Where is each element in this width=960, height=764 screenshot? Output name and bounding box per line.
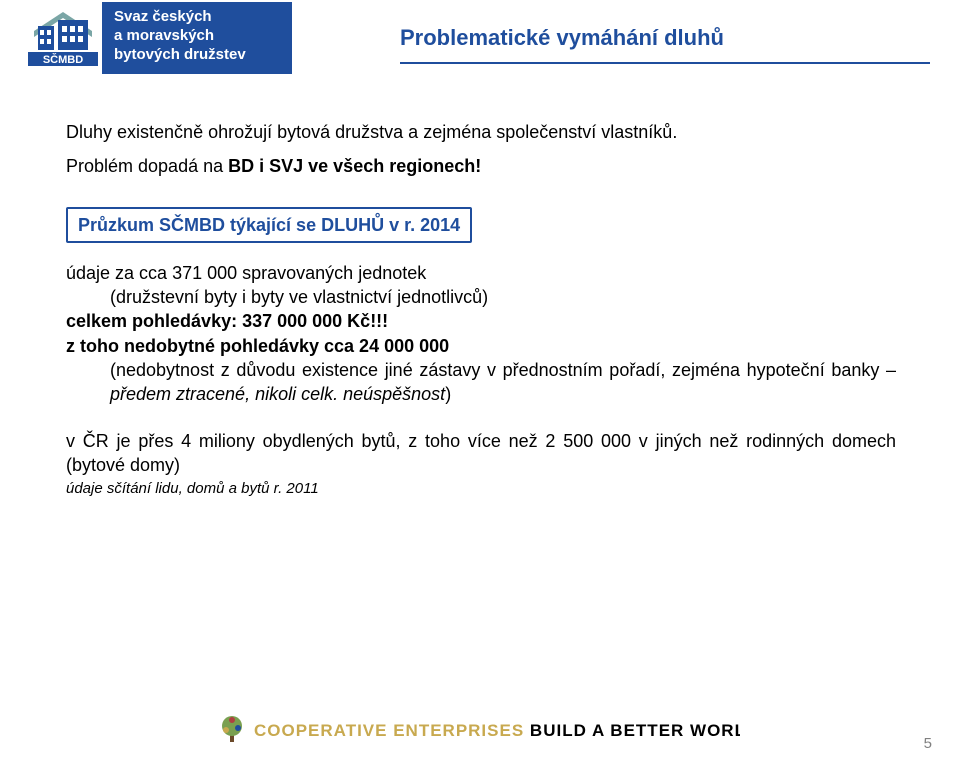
nedobyt-line: z toho nedobytné pohledávky cca 24 000 0… — [66, 334, 896, 358]
logo-text: SČMBD — [43, 53, 83, 66]
slide-content: Dluhy existenčně ohrožují bytová družstv… — [66, 120, 896, 500]
nedobyt-detail-c: ) — [445, 384, 451, 404]
slide-title: Problematické vymáhání dluhů — [400, 25, 724, 51]
org-name-box: Svaz českých a moravských bytových družs… — [102, 2, 292, 74]
coop-tree-icon — [222, 716, 242, 742]
survey-box: Průzkum SČMBD týkající se DLUHŮ v r. 201… — [66, 207, 472, 243]
scmbd-logo: SČMBD — [28, 6, 98, 66]
coop-text-b: BUILD A BETTER WORLD — [524, 721, 740, 740]
slide-header: SČMBD Svaz českých a moravských bytových… — [0, 0, 960, 90]
para2-pre: Problém dopadá na — [66, 156, 228, 176]
org-line2: a moravských — [114, 27, 282, 46]
paragraph-intro: Dluhy existenčně ohrožují bytová družstv… — [66, 120, 896, 144]
title-underline — [400, 62, 930, 64]
para2-bold: BD i SVJ ve všech regionech! — [228, 156, 481, 176]
paragraph-problem: Problém dopadá na BD i SVJ ve všech regi… — [66, 154, 896, 178]
org-line3: bytových družstev — [114, 46, 282, 65]
units-line2: (družstevní byty i byty ve vlastnictví j… — [66, 285, 896, 309]
nedobyt-detail-a: (nedobytnost z důvodu existence jiné zás… — [110, 360, 896, 380]
nedobyt-detail: (nedobytnost z důvodu existence jiné zás… — [66, 358, 896, 407]
org-line1: Svaz českých — [114, 8, 282, 27]
page-number: 5 — [924, 735, 932, 752]
svg-text:COOPERATIVE ENTERPRISES BUILD: COOPERATIVE ENTERPRISES BUILD A BETTER W… — [254, 721, 740, 740]
units-block: údaje za cca 371 000 spravovaných jednot… — [66, 261, 896, 407]
units-line1: údaje za cca 371 000 spravovaných jednot… — [66, 261, 896, 285]
celkem-line: celkem pohledávky: 337 000 000 Kč!!! — [66, 309, 896, 333]
cr-block: v ČR je přes 4 miliony obydlených bytů, … — [66, 429, 896, 478]
coop-text-a: COOPERATIVE ENTERPRISES — [254, 721, 524, 740]
coop-footer-logo: COOPERATIVE ENTERPRISES BUILD A BETTER W… — [220, 710, 740, 748]
census-line: údaje sčítání lidu, domů a bytů r. 2011 — [66, 479, 896, 499]
nedobyt-detail-b: předem ztracené, nikoli celk. neúspěšnos… — [110, 384, 445, 404]
